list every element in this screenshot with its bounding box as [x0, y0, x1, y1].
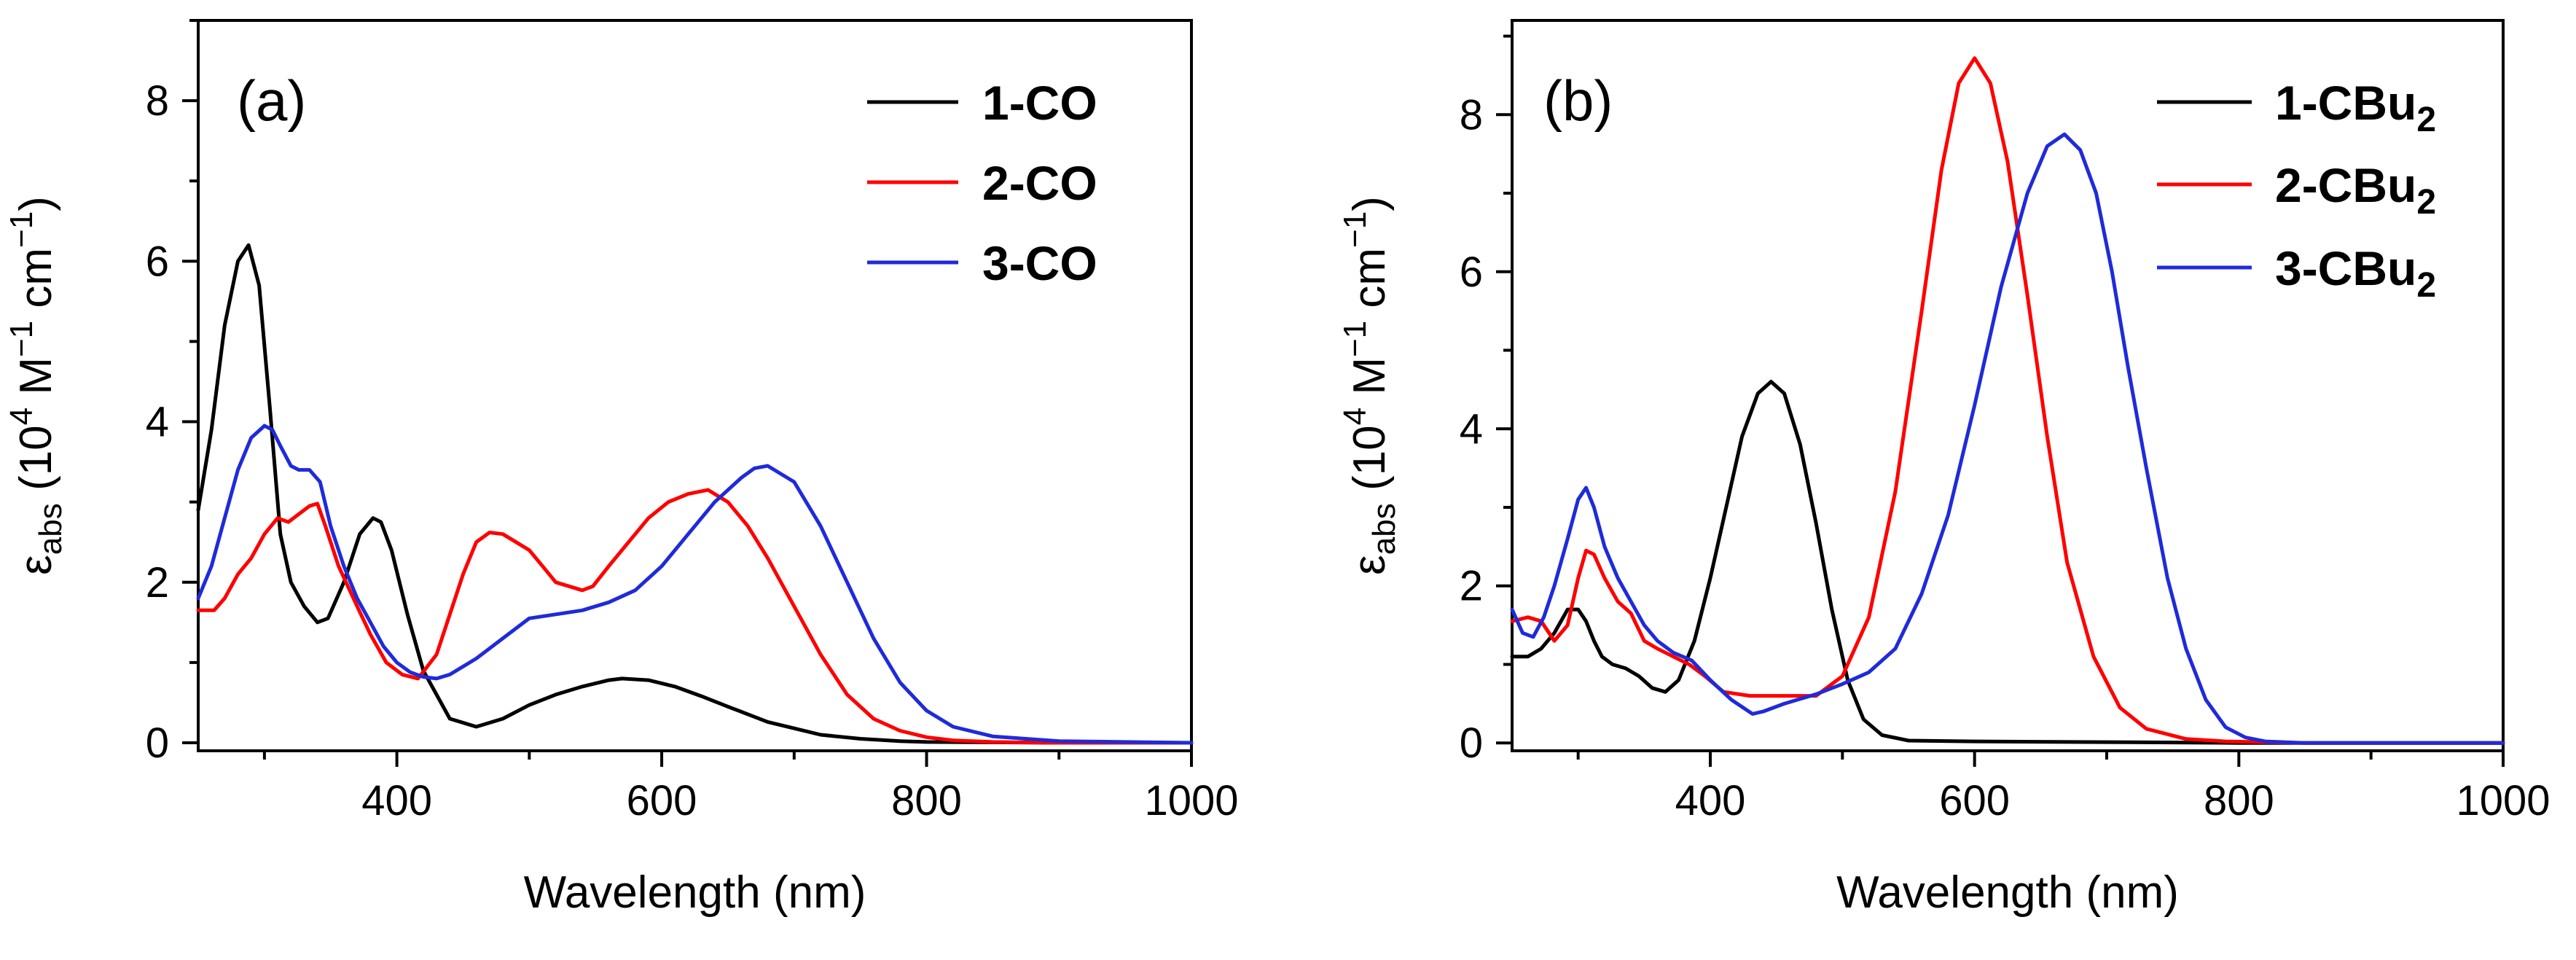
y-tick-label: 4: [1460, 405, 1483, 453]
y-axis-title-part: −1: [1337, 211, 1373, 248]
y-tick-label: 4: [146, 399, 169, 446]
plot-frame: [197, 19, 1193, 752]
y-axis-title: εabs (104 M−1 cm−1): [1337, 196, 1402, 575]
series-line-2-co: [196, 488, 1194, 745]
y-axis-title-part: (10: [1344, 425, 1395, 503]
y-tick-label: 2: [146, 559, 169, 606]
x-tick-label: 800: [2204, 777, 2274, 824]
y-axis-title-part: ): [11, 196, 61, 211]
panel-label: (a): [237, 69, 306, 133]
y-axis-title-part: M: [1344, 357, 1395, 407]
y-axis-title-part: abs: [1366, 503, 1402, 555]
y-tick-label: 8: [1460, 91, 1483, 138]
x-tick-label: 400: [1675, 777, 1746, 824]
legend-label: 3-CBu2: [2275, 241, 2436, 305]
series-line-3-co: [196, 424, 1194, 745]
y-tick-label: 2: [1460, 563, 1483, 610]
y-tick-label: 6: [1460, 249, 1483, 296]
series-line-1-cbu2: [1510, 380, 2505, 745]
y-axis-title-part: M: [11, 357, 61, 407]
y-axis-title-part: 4: [4, 407, 39, 425]
y-axis-title-part: cm: [11, 248, 61, 321]
y-axis-title-part: abs: [33, 503, 68, 555]
series-line-1-co: [196, 243, 1194, 745]
x-tick-label: 800: [891, 777, 962, 824]
legend-label: 1-CO: [982, 76, 1097, 130]
x-tick-label: 1000: [1144, 777, 1238, 824]
y-axis-title-part: −1: [4, 211, 39, 248]
x-tick-label: 400: [361, 777, 432, 824]
x-tick-label: 600: [1939, 777, 2010, 824]
y-axis-title-part: 4: [1337, 407, 1373, 425]
y-axis-title: εabs (104 M−1 cm−1): [4, 196, 68, 575]
series-line-2-cbu2: [1510, 56, 2505, 745]
legend-label: 3-CO: [982, 236, 1097, 290]
y-tick-label: 0: [146, 719, 169, 767]
legend-label: 1-CBu2: [2275, 76, 2436, 139]
y-axis-title-part: −1: [1337, 321, 1373, 357]
x-tick-label: 600: [627, 777, 697, 824]
x-axis-title: Wavelength (nm): [524, 867, 866, 918]
legend-label: 2-CBu2: [2275, 158, 2436, 222]
y-tick-label: 0: [1460, 719, 1483, 767]
legend-label: 2-CO: [982, 156, 1097, 210]
y-axis-title-part: ε: [11, 555, 61, 575]
panel-b-chart: 400 600 800 1000 0 2 4 6 8 Wavelength (nm) εabs (1…: [1337, 19, 2550, 918]
y-axis-title-part: −1: [4, 321, 39, 357]
plot-frame: [1511, 19, 2505, 752]
series-line-3-cbu2: [1510, 132, 2505, 745]
y-tick-label: 6: [146, 238, 169, 285]
panel-label: (b): [1543, 69, 1613, 133]
x-axis-title: Wavelength (nm): [1836, 867, 2179, 918]
y-tick-label: 8: [146, 77, 169, 125]
y-axis-title-part: cm: [1344, 248, 1395, 321]
x-tick-label: 1000: [2456, 777, 2550, 824]
y-axis-title-part: ε: [1344, 555, 1395, 575]
y-axis-title-part: (10: [11, 425, 61, 503]
panel-a-chart: 400 600 800 1000 0 2 4 6 8 Wavelength (nm) εabs (1…: [4, 19, 1239, 918]
y-axis-title-part: ): [1344, 196, 1395, 211]
